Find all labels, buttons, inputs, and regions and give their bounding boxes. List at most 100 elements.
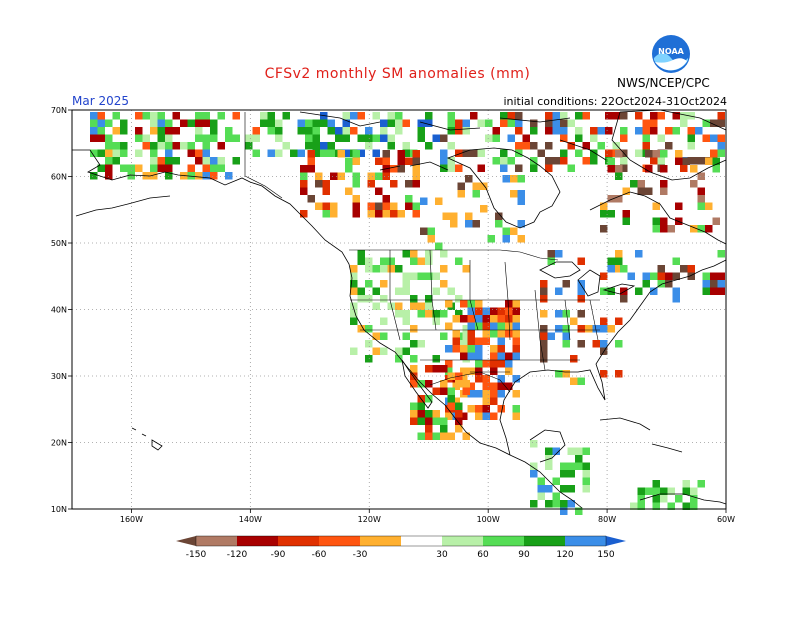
anomaly-cell bbox=[465, 175, 473, 183]
anomaly-cell bbox=[150, 142, 158, 150]
anomaly-cell bbox=[490, 382, 498, 390]
anomaly-cell bbox=[275, 149, 283, 157]
anomaly-cell bbox=[600, 225, 608, 233]
anomaly-cell bbox=[607, 157, 615, 165]
anomaly-cell bbox=[490, 322, 498, 330]
anomaly-cell bbox=[497, 345, 505, 353]
anomaly-cell bbox=[120, 142, 128, 150]
anomaly-cell bbox=[645, 487, 653, 495]
anomaly-cell bbox=[650, 272, 658, 280]
anomaly-cell bbox=[675, 202, 683, 210]
latitude-labels: 70N 60N 50N 40N 30N 20N 10N bbox=[51, 106, 72, 514]
anomaly-cell bbox=[470, 112, 478, 120]
anomaly-cell bbox=[717, 272, 725, 280]
anomaly-cell bbox=[530, 500, 538, 508]
anomaly-cell bbox=[217, 157, 225, 165]
anomaly-cell bbox=[637, 487, 645, 495]
anomaly-cell bbox=[462, 127, 470, 135]
anomaly-cell bbox=[615, 165, 623, 173]
anomaly-cell bbox=[202, 157, 210, 165]
anomaly-cell bbox=[497, 390, 505, 398]
anomaly-cell bbox=[440, 280, 448, 288]
anomaly-cell bbox=[652, 487, 660, 495]
anomaly-cell bbox=[157, 134, 165, 142]
anomaly-cell bbox=[482, 405, 490, 413]
anomaly-cell bbox=[467, 322, 475, 330]
anomaly-cell bbox=[517, 235, 525, 243]
anomaly-cell bbox=[195, 172, 203, 180]
anomaly-cell bbox=[417, 302, 425, 310]
anomaly-cell bbox=[600, 210, 608, 218]
anomaly-cell bbox=[515, 119, 523, 127]
anomaly-cell bbox=[545, 164, 553, 172]
anomaly-cell bbox=[530, 127, 538, 135]
anomaly-cell bbox=[202, 149, 210, 157]
anomaly-cell bbox=[482, 390, 490, 398]
anomaly-cell bbox=[380, 257, 388, 265]
anomaly-cell bbox=[650, 112, 658, 120]
anomaly-cell bbox=[512, 315, 520, 323]
anomaly-cell bbox=[712, 165, 720, 173]
anomaly-cell bbox=[402, 310, 410, 318]
anomaly-cell bbox=[440, 332, 448, 340]
anomaly-cell bbox=[612, 142, 620, 150]
anomaly-cell bbox=[567, 500, 575, 508]
anomaly-cell bbox=[300, 165, 308, 173]
anomaly-cell bbox=[432, 272, 440, 280]
anomaly-cell bbox=[530, 164, 538, 172]
anomaly-cell bbox=[472, 220, 480, 228]
anomaly-cell bbox=[432, 417, 440, 425]
anomaly-cell bbox=[350, 280, 358, 288]
anomaly-cell bbox=[575, 462, 583, 470]
anomaly-cell bbox=[455, 425, 463, 433]
anomaly-cell bbox=[682, 502, 690, 510]
anomaly-cell bbox=[645, 165, 653, 173]
anomaly-cell bbox=[530, 440, 538, 448]
anomaly-cell bbox=[475, 307, 483, 315]
anomaly-cell bbox=[687, 157, 695, 165]
anomaly-cell bbox=[467, 367, 475, 375]
anomaly-cell bbox=[482, 397, 490, 405]
anomaly-cell bbox=[410, 272, 418, 280]
anomaly-cell bbox=[335, 134, 343, 142]
anomaly-cell bbox=[282, 112, 290, 120]
lat-tick-label: 30N bbox=[51, 372, 67, 381]
anomaly-cell bbox=[717, 142, 725, 150]
anomaly-cell bbox=[425, 417, 433, 425]
anomaly-cell bbox=[380, 295, 388, 303]
anomaly-cell bbox=[312, 142, 320, 150]
colorbar-label: 30 bbox=[436, 550, 448, 560]
anomaly-cell bbox=[412, 150, 420, 158]
anomaly-cell bbox=[540, 355, 548, 363]
anomaly-cell bbox=[365, 257, 373, 265]
anomaly-cell bbox=[330, 172, 338, 180]
anomaly-cell bbox=[680, 265, 688, 273]
anomaly-cell bbox=[90, 112, 98, 120]
anomaly-cell bbox=[545, 142, 553, 150]
anomaly-cell bbox=[425, 425, 433, 433]
anomaly-cell bbox=[570, 355, 578, 363]
anomaly-cell bbox=[560, 157, 568, 165]
anomaly-cell bbox=[365, 325, 373, 333]
anomaly-cell bbox=[665, 280, 673, 288]
anomaly-cell bbox=[395, 112, 403, 120]
anomaly-cell bbox=[307, 165, 315, 173]
anomaly-cell bbox=[420, 197, 428, 205]
anomaly-cell bbox=[642, 142, 650, 150]
anomaly-cell bbox=[452, 315, 460, 323]
anomaly-cell bbox=[645, 187, 653, 195]
anomaly-cell bbox=[397, 210, 405, 218]
anomaly-cell bbox=[180, 119, 188, 127]
anomaly-cell bbox=[172, 112, 180, 120]
anomaly-cell bbox=[650, 287, 658, 295]
anomaly-cell bbox=[540, 340, 548, 348]
anomaly-cell bbox=[440, 265, 448, 273]
anomaly-cell bbox=[120, 149, 128, 157]
anomaly-cell bbox=[112, 112, 120, 120]
anomaly-cell bbox=[620, 287, 628, 295]
anomaly-cell bbox=[712, 217, 720, 225]
anomaly-cell bbox=[402, 142, 410, 150]
anomaly-cell bbox=[157, 127, 165, 135]
anomaly-cell bbox=[540, 280, 548, 288]
